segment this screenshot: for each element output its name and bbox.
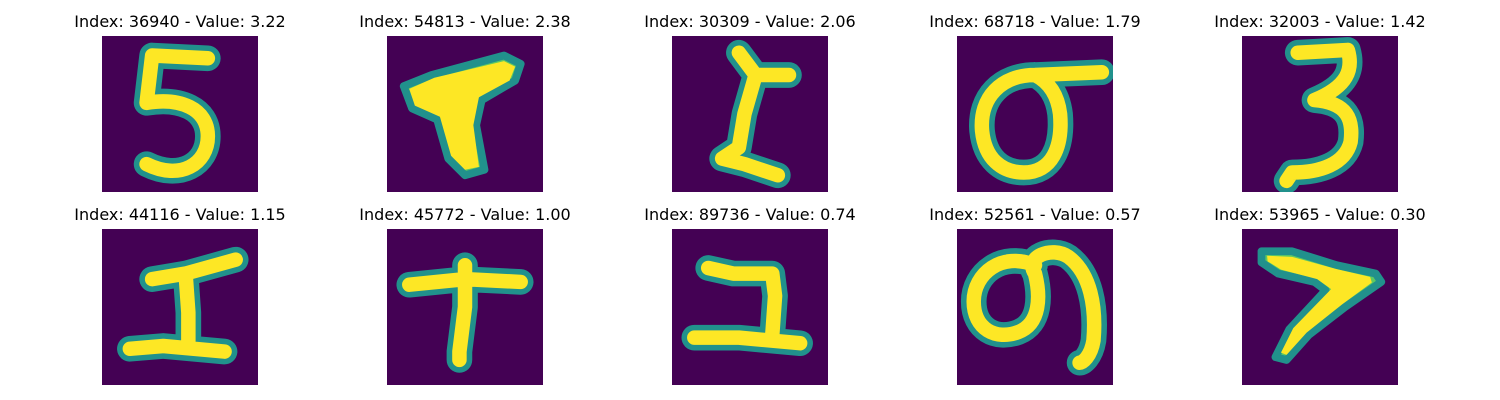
panel-3: Index: 30309 - Value: 2.06 [630,12,870,192]
panel-title: Index: 36940 - Value: 3.22 [74,12,286,31]
panel-title: Index: 68718 - Value: 1.79 [929,12,1141,31]
panel-title: Index: 44116 - Value: 1.15 [74,205,286,224]
panel-title: Index: 54813 - Value: 2.38 [359,12,571,31]
digit-image [957,36,1113,192]
panel-6: Index: 44116 - Value: 1.15 [60,205,300,385]
panel-10: Index: 53965 - Value: 0.30 [1200,205,1440,385]
digit-image [672,36,828,192]
panel-8: Index: 89736 - Value: 0.74 [630,205,870,385]
panel-4: Index: 68718 - Value: 1.79 [915,12,1155,192]
panel-9: Index: 52561 - Value: 0.57 [915,205,1155,385]
panel-title: Index: 32003 - Value: 1.42 [1214,12,1426,31]
digit-image [1242,36,1398,192]
digit-image [957,229,1113,385]
panel-title: Index: 89736 - Value: 0.74 [644,205,856,224]
digit-image [387,36,543,192]
panel-7: Index: 45772 - Value: 1.00 [345,205,585,385]
panel-5: Index: 32003 - Value: 1.42 [1200,12,1440,192]
panel-title: Index: 53965 - Value: 0.30 [1214,205,1426,224]
panel-title: Index: 30309 - Value: 2.06 [644,12,856,31]
panel-title: Index: 52561 - Value: 0.57 [929,205,1141,224]
panel-2: Index: 54813 - Value: 2.38 [345,12,585,192]
digit-image [102,229,258,385]
panel-title: Index: 45772 - Value: 1.00 [359,205,571,224]
digit-image [1242,229,1398,385]
digit-image [387,229,543,385]
panel-1: Index: 36940 - Value: 3.22 [60,12,300,192]
digit-image [102,36,258,192]
digit-image [672,229,828,385]
